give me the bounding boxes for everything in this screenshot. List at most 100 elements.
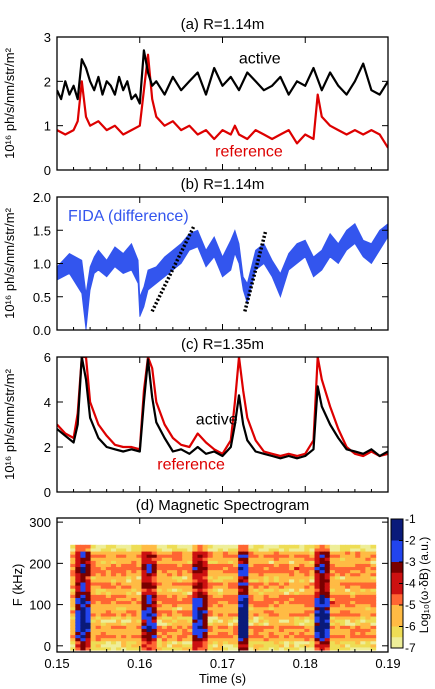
spectrogram-cell <box>299 578 305 583</box>
spectrogram-cell <box>365 640 372 645</box>
spectrogram-cell <box>177 643 183 648</box>
spectrogram-cell <box>294 622 300 626</box>
spectrogram-cell <box>289 643 295 648</box>
spectrogram-cell <box>319 622 326 626</box>
spectrogram-cell <box>212 597 219 602</box>
spectrogram-cell <box>248 640 255 645</box>
spectrogram-cell <box>314 544 321 549</box>
spectrogram-cell <box>253 588 260 592</box>
spectrogram-cell <box>95 600 102 605</box>
spectrogram-cell <box>253 550 260 555</box>
spectrogram-cell <box>294 631 300 636</box>
spectrogram-cell <box>121 594 127 598</box>
spectrogram-cell <box>324 588 331 592</box>
spectrogram-cell <box>233 619 239 623</box>
spectrogram-cell <box>80 585 87 589</box>
spectrogram-cell <box>248 600 255 605</box>
spectrogram-cell <box>350 615 356 620</box>
spectrogram-cell <box>304 597 311 602</box>
spectrogram-cell <box>355 544 361 549</box>
spectrogram-cell <box>80 554 87 558</box>
x-tick-label: 0.18 <box>293 656 318 671</box>
spectrogram-cell <box>146 634 153 639</box>
spectrogram-cell <box>136 588 143 592</box>
spectrogram-cell <box>192 622 199 626</box>
spectrogram-cell <box>273 612 280 617</box>
spectrogram-cell <box>100 578 107 583</box>
spectrogram-cell <box>172 615 178 620</box>
spectrogram-cell <box>253 600 260 605</box>
spectrogram-cell <box>161 609 168 614</box>
spectrogram-cell <box>233 581 239 586</box>
colorbar-tick-label: -2 <box>405 534 416 548</box>
spectrogram-cell <box>121 544 127 549</box>
spectrogram-cell <box>126 625 132 629</box>
spectrogram-cell <box>177 612 183 617</box>
spectrogram-cell <box>355 637 361 642</box>
spectrogram-cell <box>365 560 372 564</box>
spectrogram-cell <box>334 637 341 642</box>
spectrogram-cell <box>228 550 234 555</box>
spectrogram-cell <box>243 572 249 577</box>
spectrogram-cell <box>141 575 148 580</box>
spectrogram-cell <box>273 600 280 605</box>
spectrogram-cell <box>166 550 173 555</box>
spectrogram-cell <box>228 578 234 583</box>
spectrogram-cell <box>324 634 331 639</box>
spectrogram-cell <box>253 572 260 577</box>
spectrogram-cell <box>294 547 300 552</box>
panel-title: (a) R=1.14m <box>181 16 265 33</box>
spectrogram-cell <box>222 572 229 577</box>
spectrogram-cell <box>182 597 188 602</box>
spectrogram-cell <box>85 612 92 617</box>
spectrogram-cell <box>268 646 275 651</box>
spectrogram-cell <box>156 547 163 552</box>
spectrogram-cell <box>334 643 341 648</box>
spectrogram-cell <box>268 609 275 614</box>
spectrogram-cell <box>217 581 224 586</box>
spectrogram-cell <box>360 643 367 648</box>
spectrogram-cell <box>355 643 361 648</box>
spectrogram-cell <box>289 578 295 583</box>
spectrogram-cell <box>146 619 153 623</box>
spectrogram-cell <box>146 622 153 626</box>
spectrogram-cell <box>243 643 249 648</box>
spectrogram-cell <box>309 544 316 549</box>
spectrogram-cell <box>70 619 76 623</box>
spectrogram-cell <box>268 572 275 577</box>
spectrogram-cell <box>136 600 143 605</box>
spectrogram-cell <box>339 572 346 577</box>
spectrogram-cell <box>289 625 295 629</box>
spectrogram-cell <box>100 588 107 592</box>
spectrogram-cell <box>131 606 137 611</box>
spectrogram-cell <box>370 625 377 629</box>
spectrogram-cell <box>278 640 285 645</box>
spectrogram-cell <box>355 622 361 626</box>
spectrogram-cell <box>131 600 137 605</box>
spectrogram-cell <box>110 606 117 611</box>
spectrogram-cell <box>105 557 112 561</box>
spectrogram-cell <box>151 575 158 580</box>
spectrogram-cell <box>345 628 351 632</box>
spectrogram-cell <box>222 585 229 589</box>
spectrogram-cell <box>253 554 260 558</box>
spectrogram-cell <box>90 606 97 611</box>
spectrogram-cell <box>345 619 351 623</box>
spectrogram-cell <box>314 625 321 629</box>
spectrogram-cell <box>161 560 168 564</box>
spectrogram-cell <box>187 640 193 645</box>
spectrogram-cell <box>80 581 87 586</box>
spectrogram-cell <box>273 640 280 645</box>
spectrogram-cell <box>197 566 204 571</box>
spectrogram-cell <box>192 547 199 552</box>
spectrogram-cell <box>187 585 193 589</box>
spectrogram-cell <box>309 585 316 589</box>
spectrogram-cell <box>258 634 265 639</box>
spectrogram-cell <box>141 572 148 577</box>
spectrogram-cell <box>192 597 199 602</box>
spectrogram-cell <box>182 581 188 586</box>
spectrogram-cell <box>197 585 204 589</box>
spectrogram-cell <box>182 625 188 629</box>
spectrogram-cell <box>166 578 173 583</box>
